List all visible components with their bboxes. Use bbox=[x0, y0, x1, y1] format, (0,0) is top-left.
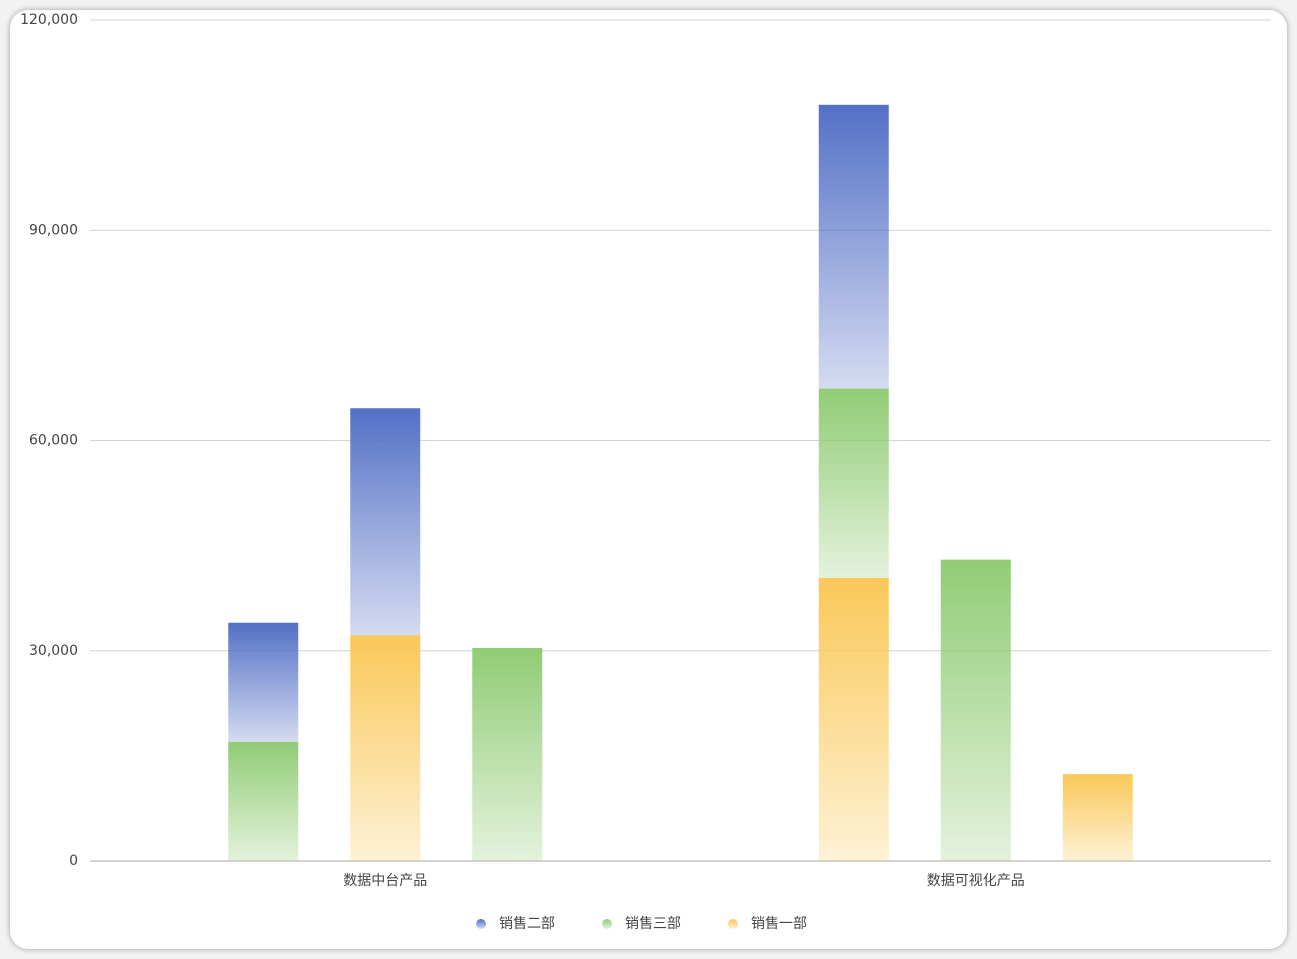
legend-label: 销售二部 bbox=[499, 916, 555, 932]
bar-segment bbox=[228, 741, 299, 861]
bar-segment bbox=[818, 104, 889, 389]
legend-marker bbox=[728, 919, 738, 929]
y-tick-label: 30,000 bbox=[29, 643, 78, 659]
x-tick-label: 数据可视化产品 bbox=[927, 873, 1025, 889]
bar-segment bbox=[1062, 774, 1133, 861]
y-tick-label: 90,000 bbox=[29, 222, 78, 238]
bar-segment bbox=[472, 647, 543, 861]
bar-segment bbox=[350, 408, 421, 636]
legend-marker bbox=[476, 919, 486, 929]
legend-label: 销售三部 bbox=[625, 916, 681, 932]
legend-marker bbox=[602, 919, 612, 929]
bar-segment bbox=[228, 622, 299, 742]
bar-segment bbox=[818, 577, 889, 861]
legend-label: 销售一部 bbox=[751, 916, 807, 932]
bar-segment bbox=[350, 635, 421, 861]
y-tick-label: 60,000 bbox=[29, 433, 78, 449]
y-tick-label: 120,000 bbox=[20, 12, 78, 28]
bar-segment bbox=[818, 388, 889, 578]
x-tick-label: 数据中台产品 bbox=[343, 873, 427, 889]
bar-segment bbox=[940, 559, 1011, 861]
y-tick-label: 0 bbox=[69, 853, 78, 869]
